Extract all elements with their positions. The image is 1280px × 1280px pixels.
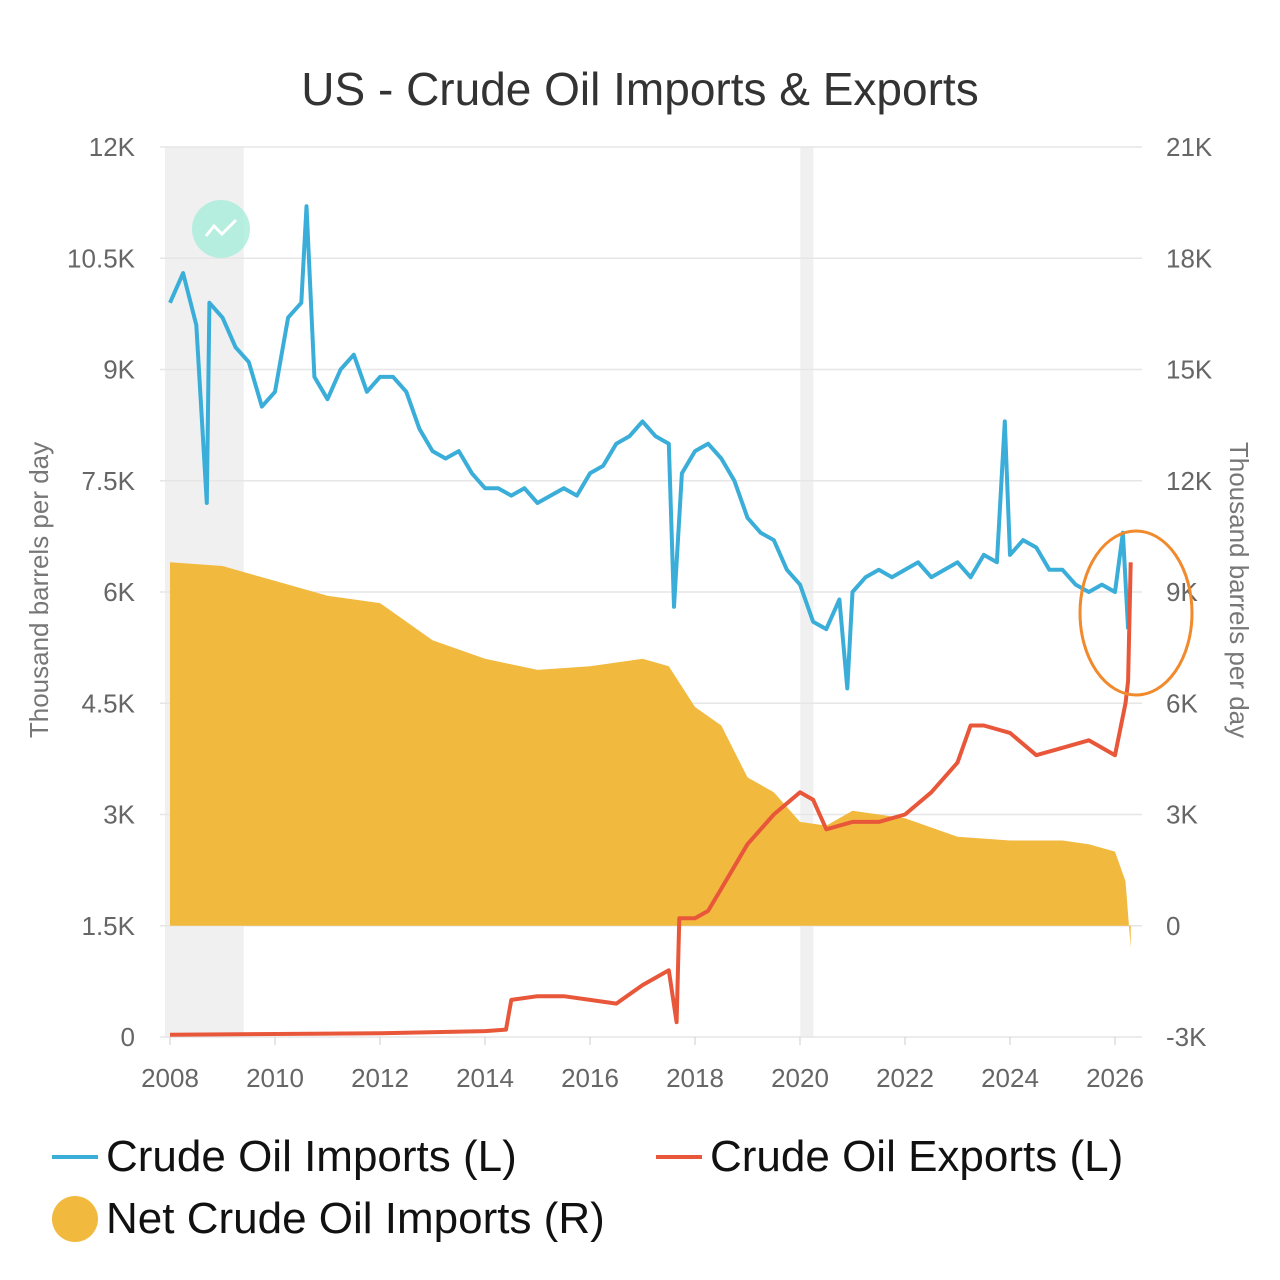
legend-dot-icon	[52, 1196, 98, 1242]
x-tick-label: 2022	[876, 1063, 934, 1093]
chart-title: US - Crude Oil Imports & Exports	[301, 63, 979, 115]
legend-label: Net Crude Oil Imports (R)	[106, 1194, 605, 1243]
x-tick-label: 2024	[981, 1063, 1039, 1093]
y-tick-right: 6K	[1166, 688, 1198, 718]
y-tick-right: 12K	[1166, 466, 1213, 496]
series-line-imports	[168, 204, 1131, 691]
y-tick-right: 0	[1166, 911, 1180, 941]
x-tick-label: 2026	[1086, 1063, 1144, 1093]
legend-net-imports[interactable]: Net Crude Oil Imports (R)	[52, 1194, 605, 1244]
y-tick-left: 1.5K	[82, 911, 136, 941]
y-tick-left: 12K	[89, 132, 136, 162]
y-tick-right: 3K	[1166, 800, 1198, 830]
series-line-exports	[169, 562, 1133, 1037]
y-tick-left: 3K	[103, 800, 135, 830]
annotation-circle	[1078, 529, 1194, 697]
y-axis-label-right: Thousand barrels per day	[1224, 442, 1254, 738]
x-tick-label: 2008	[141, 1063, 199, 1093]
series-area-net-imports	[170, 562, 1131, 948]
badge-icon[interactable]	[192, 200, 250, 258]
legend-label: Crude Oil Imports (L)	[106, 1132, 517, 1181]
x-tick-label: 2014	[456, 1063, 514, 1093]
y-tick-right: 9K	[1166, 577, 1198, 607]
legend-label: Crude Oil Exports (L)	[710, 1132, 1124, 1181]
y-tick-right: 15K	[1166, 355, 1213, 385]
legend-line-icon	[656, 1155, 702, 1159]
y-tick-left: 0	[121, 1022, 135, 1052]
y-tick-right: -3K	[1166, 1022, 1207, 1052]
x-tick-label: 2016	[561, 1063, 619, 1093]
y-tick-left: 10.5K	[67, 243, 136, 273]
y-tick-left: 9K	[103, 355, 135, 385]
y-tick-right: 21K	[1166, 132, 1213, 162]
y-axis-label-left: Thousand barrels per day	[24, 442, 54, 738]
legend-imports[interactable]: Crude Oil Imports (L)	[52, 1132, 517, 1182]
legend-exports[interactable]: Crude Oil Exports (L)	[656, 1132, 1123, 1182]
x-tick-label: 2018	[666, 1063, 724, 1093]
x-tick-label: 2020	[771, 1063, 829, 1093]
y-tick-left: 7.5K	[82, 466, 136, 496]
legend-line-icon	[52, 1155, 98, 1159]
y-tick-right: 18K	[1166, 243, 1213, 273]
y-tick-left: 4.5K	[82, 688, 136, 718]
x-tick-label: 2010	[246, 1063, 304, 1093]
y-tick-left: 6K	[103, 577, 135, 607]
x-tick-label: 2012	[351, 1063, 409, 1093]
